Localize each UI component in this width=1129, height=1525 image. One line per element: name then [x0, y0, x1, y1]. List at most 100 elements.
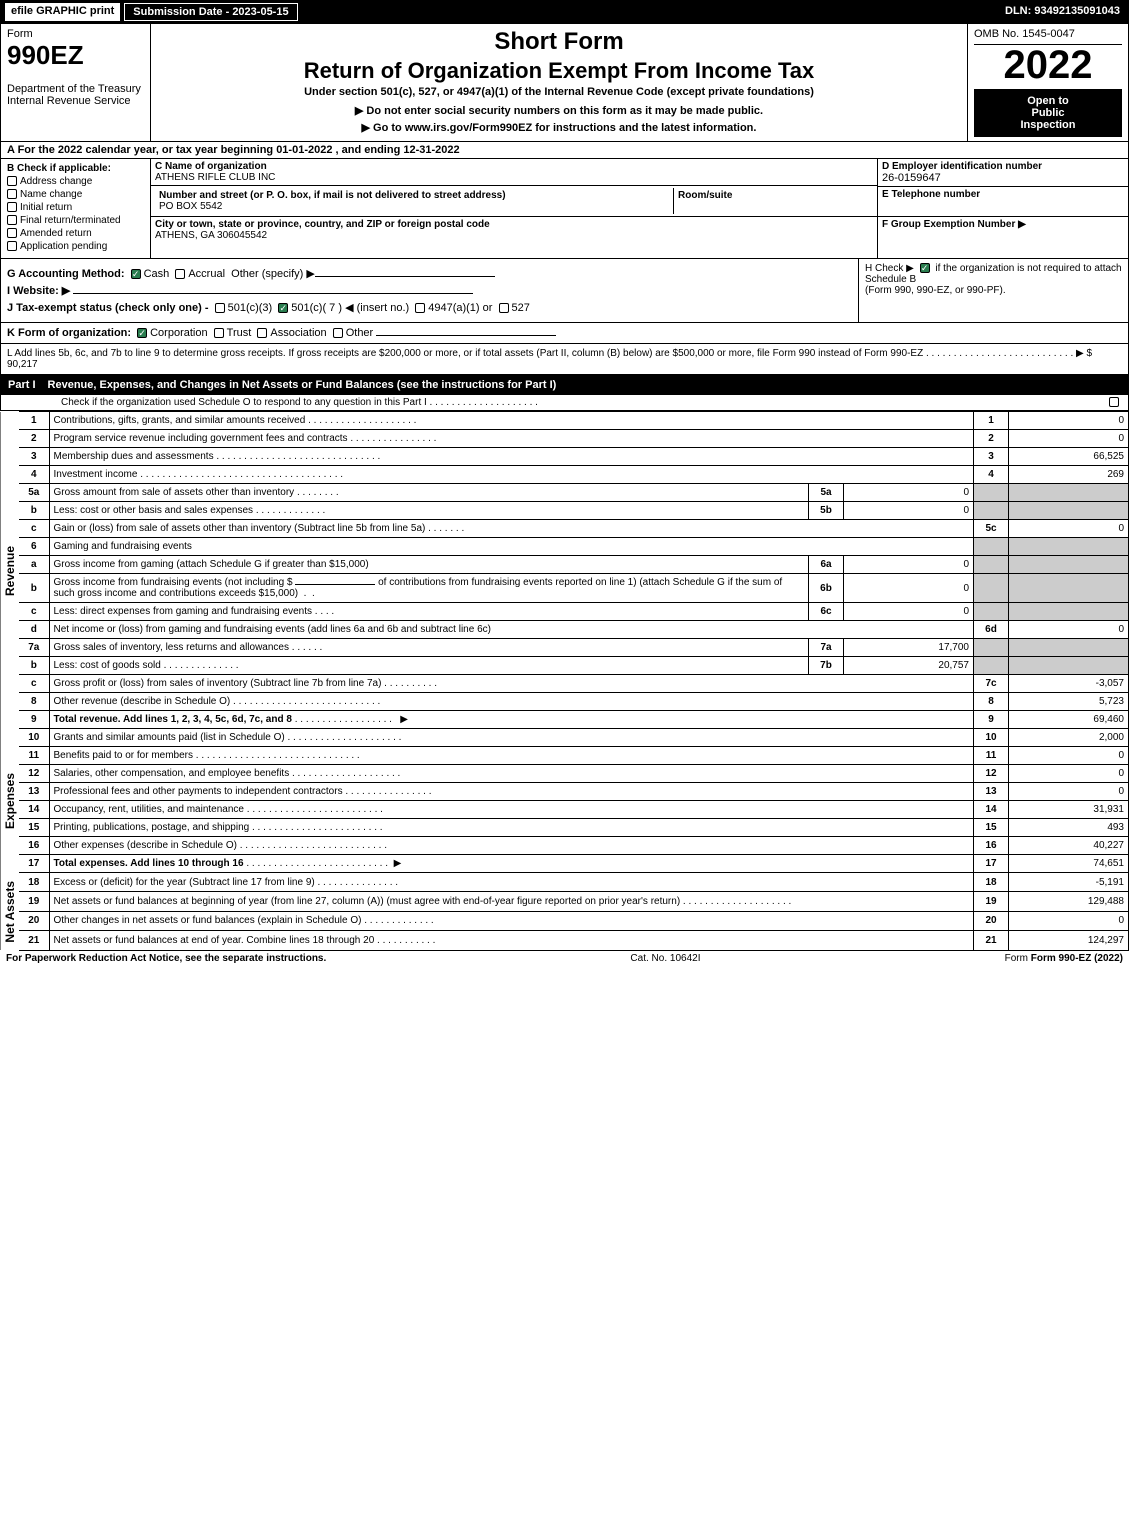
- header-left: Form 990EZ Department of the Treasury In…: [1, 24, 151, 141]
- chk-4947[interactable]: [415, 303, 425, 313]
- chk-app-pending[interactable]: Application pending: [7, 241, 144, 252]
- city-value: ATHENS, GA 306045542: [155, 230, 873, 241]
- table-row: 8 Other revenue (describe in Schedule O)…: [1, 693, 1129, 711]
- checkbox-icon: [7, 202, 17, 212]
- table-row: Net Assets 18 Excess or (deficit) for th…: [1, 873, 1129, 892]
- goto-link[interactable]: ▶ Go to www.irs.gov/Form990EZ for instru…: [155, 121, 963, 134]
- ssn-warning: ▶ Do not enter social security numbers o…: [155, 104, 963, 117]
- table-row: b Less: cost of goods sold . . . . . . .…: [1, 657, 1129, 675]
- form-990ez-page: efile GRAPHIC print Submission Date - 20…: [0, 0, 1129, 966]
- section-e-phone: E Telephone number: [878, 187, 1128, 217]
- return-title: Return of Organization Exempt From Incom…: [155, 58, 963, 84]
- chk-527[interactable]: [499, 303, 509, 313]
- chk-address-change[interactable]: Address change: [7, 176, 144, 187]
- ein-label: D Employer identification number: [882, 161, 1124, 172]
- ein-value: 26-0159647: [882, 172, 1124, 184]
- form-header: Form 990EZ Department of the Treasury In…: [0, 24, 1129, 142]
- side-revenue: Revenue: [1, 412, 20, 729]
- table-row: b Less: cost or other basis and sales ex…: [1, 502, 1129, 520]
- street-row: Number and street (or P. O. box, if mail…: [151, 186, 877, 217]
- group-label: F Group Exemption Number ▶: [882, 219, 1124, 230]
- open-to-public: Open to Public Inspection: [974, 89, 1122, 137]
- boxnum: 1: [974, 412, 1009, 430]
- section-g-h-i: G Accounting Method: Cash Accrual Other …: [0, 259, 1129, 323]
- checkbox-icon: [7, 228, 17, 238]
- table-row: 9 Total revenue. Add lines 1, 2, 3, 4, 5…: [1, 711, 1129, 729]
- section-h: H Check ▶ if the organization is not req…: [858, 259, 1128, 322]
- table-row: 12 Salaries, other compensation, and emp…: [1, 765, 1129, 783]
- table-row: 5a Gross amount from sale of assets othe…: [1, 484, 1129, 502]
- part-title: Revenue, Expenses, and Changes in Net As…: [44, 377, 1125, 393]
- chk-amended-return[interactable]: Amended return: [7, 228, 144, 239]
- part-1-subhead: Check if the organization used Schedule …: [0, 395, 1129, 411]
- footer: For Paperwork Reduction Act Notice, see …: [0, 951, 1129, 966]
- table-row: 6 Gaming and fundraising events: [1, 538, 1129, 556]
- chk-501c[interactable]: [278, 303, 288, 313]
- section-k: K Form of organization: Corporation Trus…: [0, 323, 1129, 344]
- table-row: 2 Program service revenue including gove…: [1, 430, 1129, 448]
- section-j: J Tax-exempt status (check only one) - 5…: [7, 301, 852, 314]
- ghi-left: G Accounting Method: Cash Accrual Other …: [1, 259, 858, 322]
- org-name-row: C Name of organization ATHENS RIFLE CLUB…: [151, 159, 877, 186]
- chk-cash[interactable]: [131, 269, 141, 279]
- table-row: 19 Net assets or fund balances at beginn…: [1, 892, 1129, 911]
- table-row: Expenses 10 Grants and similar amounts p…: [1, 729, 1129, 747]
- top-bar-left: efile GRAPHIC print Submission Date - 20…: [5, 3, 302, 21]
- boxval: 0: [1009, 412, 1129, 430]
- street-value: PO BOX 5542: [159, 201, 669, 212]
- chk-corp[interactable]: [137, 328, 147, 338]
- table-row: 14 Occupancy, rent, utilities, and maint…: [1, 801, 1129, 819]
- table-row: 3 Membership dues and assessments . . . …: [1, 448, 1129, 466]
- other-org-input[interactable]: [376, 335, 556, 336]
- table-row: 4 Investment income . . . . . . . . . . …: [1, 466, 1129, 484]
- revenue-table: Revenue 1 Contributions, gifts, grants, …: [0, 411, 1129, 951]
- website-input[interactable]: [73, 293, 473, 294]
- section-c: C Name of organization ATHENS RIFLE CLUB…: [151, 159, 878, 258]
- irs: Internal Revenue Service: [7, 95, 144, 107]
- street-label: Number and street (or P. O. box, if mail…: [159, 190, 669, 201]
- chk-trust[interactable]: [214, 328, 224, 338]
- other-input[interactable]: [315, 276, 495, 277]
- chk-assoc[interactable]: [257, 328, 267, 338]
- table-row: Revenue 1 Contributions, gifts, grants, …: [1, 412, 1129, 430]
- header-right: OMB No. 1545-0047 2022 Open to Public In…: [968, 24, 1128, 141]
- checkbox-icon: [7, 215, 17, 225]
- chk-501c3[interactable]: [215, 303, 225, 313]
- section-i: I Website: ▶: [7, 284, 852, 297]
- section-b-title: B Check if applicable:: [7, 163, 144, 174]
- chk-schedule-b[interactable]: [920, 263, 930, 273]
- section-d-e-f: D Employer identification number 26-0159…: [878, 159, 1128, 258]
- side-net-assets: Net Assets: [1, 873, 20, 951]
- table-row: c Gain or (loss) from sale of assets oth…: [1, 520, 1129, 538]
- chk-accrual[interactable]: [175, 269, 185, 279]
- section-l: L Add lines 5b, 6c, and 7b to line 9 to …: [0, 344, 1129, 375]
- efile-label: efile GRAPHIC print: [5, 3, 120, 21]
- under-section-text: Under section 501(c), 527, or 4947(a)(1)…: [155, 86, 963, 98]
- section-b: B Check if applicable: Address change Na…: [1, 159, 151, 258]
- short-form-title: Short Form: [155, 28, 963, 56]
- table-row: c Less: direct expenses from gaming and …: [1, 603, 1129, 621]
- table-row: 13 Professional fees and other payments …: [1, 783, 1129, 801]
- table-row: b Gross income from fundraising events (…: [1, 574, 1129, 603]
- chk-name-change[interactable]: Name change: [7, 189, 144, 200]
- table-row: c Gross profit or (loss) from sales of i…: [1, 675, 1129, 693]
- phone-label: E Telephone number: [882, 189, 1124, 200]
- chk-schedule-o-part1[interactable]: [1109, 397, 1119, 407]
- form-number: 990EZ: [7, 40, 144, 71]
- chk-final-return[interactable]: Final return/terminated: [7, 215, 144, 226]
- section-g: G Accounting Method: Cash Accrual Other …: [7, 267, 852, 280]
- table-row: 21 Net assets or fund balances at end of…: [1, 931, 1129, 950]
- org-name-label: C Name of organization: [155, 161, 873, 172]
- desc: Contributions, gifts, grants, and simila…: [49, 412, 974, 430]
- form-label: Form: [7, 28, 144, 40]
- chk-initial-return[interactable]: Initial return: [7, 202, 144, 213]
- chk-other-org[interactable]: [333, 328, 343, 338]
- side-expenses: Expenses: [1, 729, 20, 873]
- table-row: 16 Other expenses (describe in Schedule …: [1, 837, 1129, 855]
- linenum: 1: [19, 412, 49, 430]
- section-b-c-d: B Check if applicable: Address change Na…: [0, 159, 1129, 259]
- room-label: Room/suite: [678, 190, 869, 201]
- department: Department of the Treasury: [7, 83, 144, 95]
- table-row: a Gross income from gaming (attach Sched…: [1, 556, 1129, 574]
- contrib-input[interactable]: [295, 584, 375, 585]
